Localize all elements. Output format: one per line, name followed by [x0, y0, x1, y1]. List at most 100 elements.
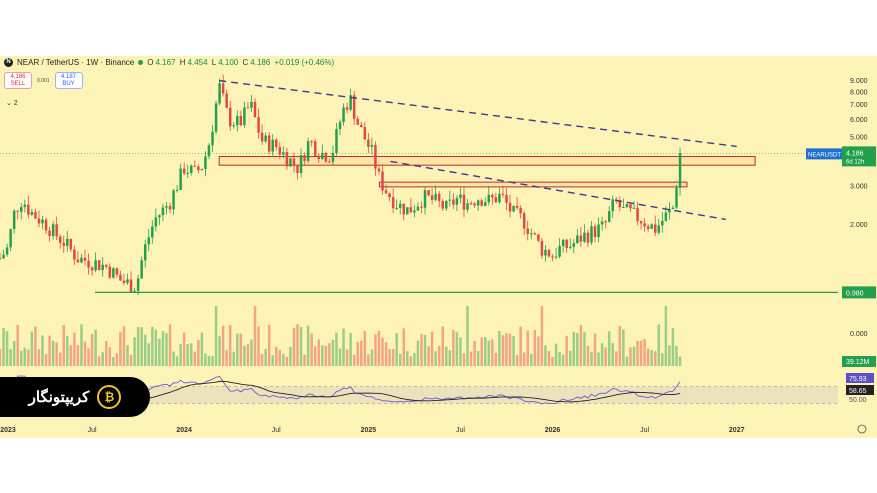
candle-body-157	[554, 256, 558, 258]
candle-body-155	[547, 249, 551, 257]
volume-bar-173	[611, 343, 614, 366]
volume-bar-20	[69, 345, 73, 366]
volume-bar-44	[154, 329, 158, 366]
candle-body-36	[126, 279, 129, 283]
candle-body-4	[12, 210, 16, 230]
time-tick-label-8: 2027	[729, 427, 745, 434]
volume-bar-96	[338, 348, 342, 366]
volume-bar-105	[370, 349, 374, 366]
volume-bar-123	[434, 351, 437, 366]
candle-body-133	[469, 203, 473, 205]
volume-bar-121	[427, 346, 430, 366]
candle-body-84	[296, 164, 299, 173]
candle-body-53	[186, 172, 189, 174]
candle-body-99	[349, 95, 352, 110]
volume-bar-93	[328, 343, 331, 366]
buy-button[interactable]: 4.187 BUY	[54, 72, 83, 89]
volume-bar-135	[476, 351, 480, 366]
time-tick-label-6: 2026	[545, 427, 561, 434]
symbol-title[interactable]: NEAR / TetherUS · 1W · Binance	[17, 58, 135, 67]
volume-bar-127	[448, 350, 452, 366]
candle-body-70	[246, 107, 250, 109]
candle-body-20	[69, 238, 73, 250]
volume-bar-36	[126, 345, 129, 366]
volume-bar-101	[356, 342, 359, 366]
candle-body-9	[30, 212, 34, 215]
volume-bar-134	[473, 340, 476, 366]
candle-body-27	[94, 260, 97, 271]
volume-bar-73	[257, 326, 260, 366]
volume-bar-136	[480, 337, 483, 366]
indicators-toggle[interactable]: ⌄ 2	[6, 100, 18, 107]
candle-body-67	[236, 115, 239, 126]
trade-panel: 4.186 SELL 0.001 4.187 BUY	[4, 72, 83, 89]
candle-body-6	[20, 207, 23, 212]
volume-bar-120	[423, 335, 427, 366]
buy-label: BUY	[62, 81, 75, 87]
volume-bar-185	[654, 351, 657, 366]
trendline-0	[219, 79, 737, 148]
candle-body-98	[345, 107, 349, 110]
candle-body-87	[306, 141, 310, 161]
ohlc-open: 4.167	[155, 58, 176, 67]
ohlc-open-key: O	[147, 58, 154, 67]
candle-body-38	[133, 290, 136, 292]
volume-bar-1	[2, 327, 5, 366]
volume-bar-5	[16, 324, 19, 366]
candle-body-94	[331, 152, 335, 162]
candle-body-181	[639, 221, 643, 224]
volume-bar-113	[398, 353, 402, 366]
candle-body-77	[271, 139, 274, 152]
candle-body-162	[572, 243, 576, 247]
price-tick-label-0: 9.000	[850, 78, 868, 85]
candle-body-105	[370, 145, 374, 147]
volume-bar-2	[5, 331, 9, 366]
ohlc-low-key: L	[211, 58, 217, 67]
candle-body-107	[377, 168, 381, 172]
sell-button[interactable]: 4.186 SELL	[4, 72, 32, 89]
volume-bar-26	[90, 333, 94, 366]
volume-bar-103	[363, 331, 367, 366]
volume-bar-68	[239, 333, 243, 366]
volume-bar-74	[260, 354, 264, 366]
volume-bar-108	[381, 337, 384, 366]
candle-body-161	[568, 246, 572, 249]
volume-bar-77	[271, 355, 274, 366]
candle-body-88	[310, 141, 313, 143]
candle-body-145	[512, 205, 515, 212]
volume-axis-label: 0.000	[850, 331, 868, 338]
candle-body-117	[413, 210, 416, 213]
volume-bar-189	[668, 345, 671, 366]
candle-body-160	[565, 239, 568, 249]
volume-bar-79	[278, 349, 282, 366]
candle-body-7	[23, 204, 27, 208]
volume-bar-92	[324, 346, 328, 366]
candle-body-33	[115, 268, 119, 275]
resistance-zone-0	[218, 156, 756, 166]
volume-bar-107	[377, 330, 381, 366]
brand-watermark: کریپتونگار ₿	[0, 377, 150, 417]
candle-body-190	[671, 207, 675, 209]
candle-body-83	[292, 158, 296, 165]
candle-body-165	[583, 232, 586, 242]
candle-body-113	[398, 203, 402, 208]
time-tick-label-7: Jul	[640, 427, 649, 434]
chart-canvas[interactable]: 9.0008.0007.0006.0005.0004.0003.0002.000…	[0, 56, 877, 438]
volume-bar-141	[498, 330, 501, 366]
volume-bar-7	[23, 347, 27, 366]
volume-bar-57	[200, 332, 204, 366]
volume-bar-14	[48, 335, 51, 366]
volume-bar-39	[136, 327, 140, 366]
volume-bar-88	[310, 333, 313, 366]
candle-body-29	[101, 264, 104, 271]
volume-bar-182	[643, 339, 646, 366]
ohlc-high: 4.454	[187, 58, 208, 67]
candle-body-17	[58, 236, 62, 243]
volume-bar-166	[586, 345, 590, 366]
volume-bar-76	[267, 324, 271, 366]
candle-body-188	[664, 212, 668, 221]
candle-body-37	[129, 279, 133, 292]
volume-bar-186	[657, 324, 661, 366]
volume-bar-4	[12, 340, 16, 366]
chart-area[interactable]: 9.0008.0007.0006.0005.0004.0003.0002.000…	[0, 56, 877, 438]
